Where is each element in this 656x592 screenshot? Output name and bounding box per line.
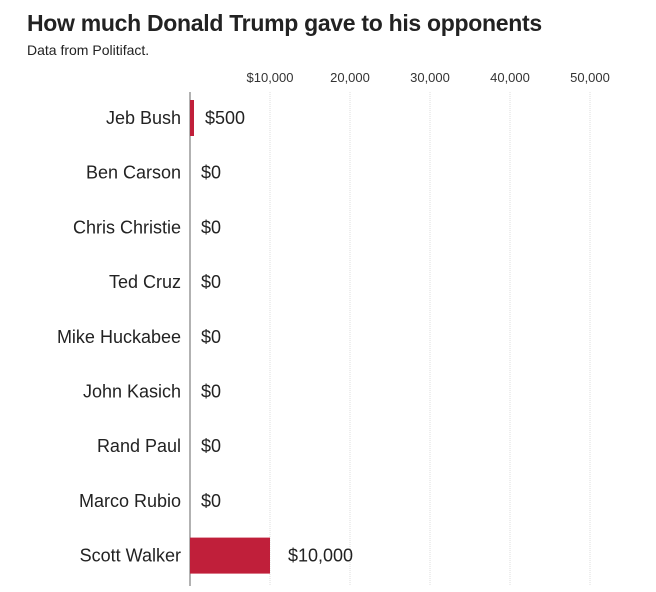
category-label: Jeb Bush (106, 108, 181, 128)
data-label: $500 (205, 108, 245, 128)
data-label: $0 (201, 436, 221, 456)
x-tick-label: 40,000 (490, 70, 530, 85)
x-tick-label: 20,000 (330, 70, 370, 85)
category-label: Marco Rubio (79, 491, 181, 511)
category-label: Mike Huckabee (57, 327, 181, 347)
chart-title: How much Donald Trump gave to his oppone… (27, 10, 542, 36)
data-label: $0 (201, 163, 221, 183)
x-tick-label: $10,000 (247, 70, 294, 85)
category-label: Chris Christie (73, 217, 181, 237)
data-label: $0 (201, 327, 221, 347)
data-label: $10,000 (288, 546, 353, 566)
bar (190, 537, 270, 574)
category-label: John Kasich (83, 382, 181, 402)
bar (190, 100, 194, 136)
category-label: Ben Carson (86, 163, 181, 183)
x-tick-label: 30,000 (410, 70, 450, 85)
chart-subtitle: Data from Politifact. (27, 42, 150, 58)
category-label: Scott Walker (80, 546, 181, 566)
category-label: Rand Paul (97, 436, 181, 456)
data-label: $0 (201, 272, 221, 292)
x-tick-label: 50,000 (570, 70, 610, 85)
category-label: Ted Cruz (109, 272, 181, 292)
data-label: $0 (201, 491, 221, 511)
data-label: $0 (201, 382, 221, 402)
data-label: $0 (201, 217, 221, 237)
